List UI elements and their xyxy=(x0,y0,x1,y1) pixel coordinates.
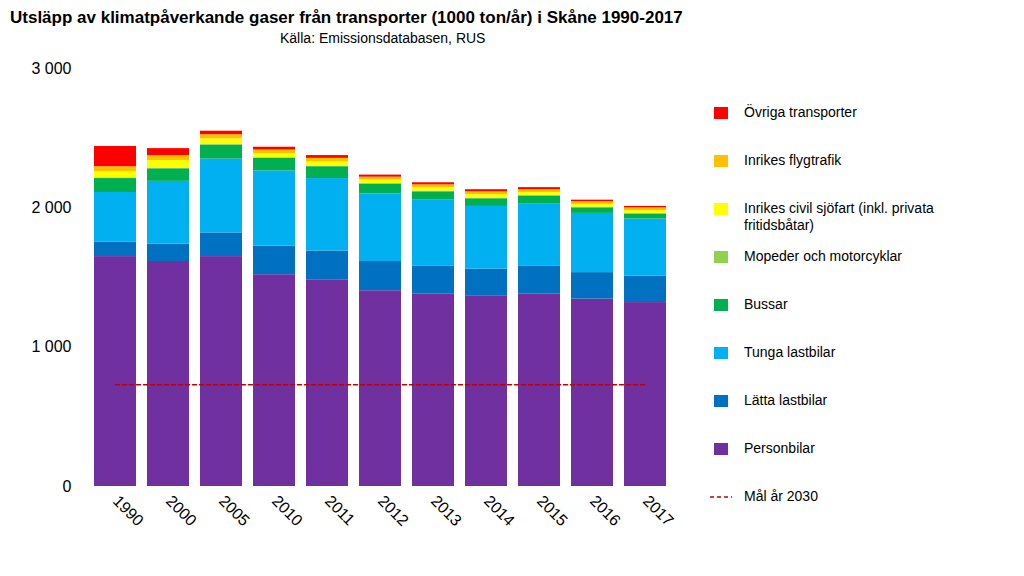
svg-text:2 000: 2 000 xyxy=(31,199,71,216)
html-text:Källa: Emissionsdatabasen, RUS: Källa: Emissionsdatabasen, RUS xyxy=(280,30,486,46)
html-text:Utsläpp av klimatpåverkande ga: Utsläpp av klimatpåverkande gaser från t… xyxy=(10,8,683,27)
html-text:Mopeder och motorcyklar: Mopeder och motorcyklar xyxy=(744,248,902,264)
html-text:Inrikes civil sjöfart (inkl. p: Inrikes civil sjöfart (inkl. privata fri… xyxy=(744,200,934,233)
html-text:Tunga lastbilar: Tunga lastbilar xyxy=(744,344,836,360)
svg-text:3 000: 3 000 xyxy=(31,60,71,77)
svg-text:2016: 2016 xyxy=(587,492,624,529)
svg-text:2015: 2015 xyxy=(534,492,571,529)
svg-text:2013: 2013 xyxy=(428,492,465,529)
html-text:Bussar: Bussar xyxy=(744,296,788,312)
svg-text:2012: 2012 xyxy=(375,492,412,529)
html-text:Inrikes flygtrafik: Inrikes flygtrafik xyxy=(744,152,842,168)
html-text:Mål år 2030: Mål år 2030 xyxy=(744,488,818,504)
svg-text:1990: 1990 xyxy=(110,492,147,529)
svg-text:2011: 2011 xyxy=(322,492,358,528)
html-text:Personbilar: Personbilar xyxy=(744,440,815,456)
svg-text:2014: 2014 xyxy=(481,492,518,529)
html-text:Lätta lastbilar: Lätta lastbilar xyxy=(744,392,828,408)
svg-text:2017: 2017 xyxy=(640,492,677,529)
svg-text:2000: 2000 xyxy=(163,492,200,529)
svg-text:2010: 2010 xyxy=(269,492,306,529)
svg-text:1 000: 1 000 xyxy=(31,338,71,355)
html-text:Övriga transporter: Övriga transporter xyxy=(744,104,857,120)
svg-text:0: 0 xyxy=(63,478,72,495)
svg-text:2005: 2005 xyxy=(216,492,253,529)
